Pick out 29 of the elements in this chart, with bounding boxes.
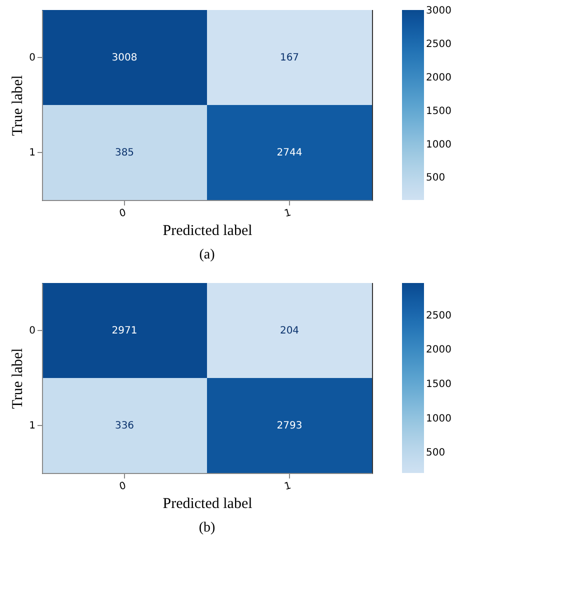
text: (a) <box>199 247 216 262</box>
color-bar-label: 3000 <box>426 6 452 17</box>
color-bar-label: 2500 <box>426 38 452 50</box>
y-axis-title: True label <box>10 75 26 136</box>
color-bar-label: 500 <box>426 172 446 184</box>
y-tick-label: 1 <box>29 148 36 158</box>
color-bar-label: 2000 <box>426 344 452 356</box>
color-bar-label: 1000 <box>426 139 452 150</box>
data-label: 167 <box>280 52 300 64</box>
x-axis-title: Predicted label <box>162 496 252 512</box>
x-axis-title: Predicted label <box>162 222 252 239</box>
color-bar-label: 2500 <box>426 310 452 322</box>
color-bar-label: 1000 <box>426 413 452 424</box>
data-label: 385 <box>114 148 134 158</box>
color-bar-label: 2000 <box>426 72 452 84</box>
y-tick-label: 1 <box>29 420 36 432</box>
y-tick-label: 0 <box>29 326 36 336</box>
color-bar-label: 500 <box>426 448 446 459</box>
y-axis-title: True label <box>10 348 26 409</box>
data-label: 204 <box>280 326 300 336</box>
data-label: 3008 <box>112 52 138 64</box>
data-label: 336 <box>114 420 134 432</box>
data-label: 2971 <box>112 326 138 336</box>
y-tick-label: 0 <box>29 52 36 64</box>
text: (b) <box>198 520 216 536</box>
data-label: 2744 <box>276 148 302 158</box>
data-label: 2793 <box>276 420 302 432</box>
color-bar-label: 1500 <box>426 106 452 117</box>
color-bar-label: 1500 <box>426 379 452 390</box>
